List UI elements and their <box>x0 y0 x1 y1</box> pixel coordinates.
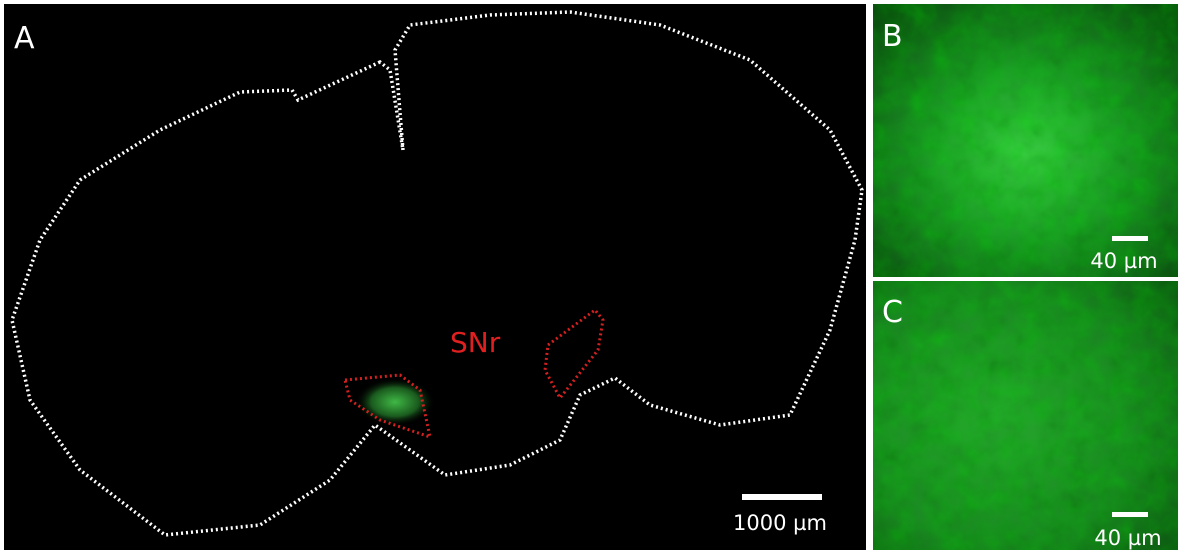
figure: A SNr 1000 µm B 40 µm C 40 µm <box>0 0 1178 550</box>
micrograph-texture <box>873 281 1178 550</box>
scale-bar-label: 40 µm <box>1090 249 1157 273</box>
panel-background <box>4 4 866 550</box>
panel-label: C <box>882 295 903 330</box>
scale-bar-label: 40 µm <box>1094 526 1161 550</box>
region-label: SNr <box>450 326 501 359</box>
panel-b: B 40 µm <box>873 4 1178 277</box>
panel-label: A <box>14 21 35 56</box>
scale-bar <box>742 494 822 500</box>
fluorescence <box>355 378 435 426</box>
scale-bar-label: 1000 µm <box>733 511 827 535</box>
panel-label: B <box>882 19 903 54</box>
scale-bar <box>1112 236 1148 241</box>
panel-c: C 40 µm <box>873 281 1178 550</box>
panel-a: A SNr 1000 µm <box>4 4 866 550</box>
scale-bar <box>1112 512 1148 517</box>
